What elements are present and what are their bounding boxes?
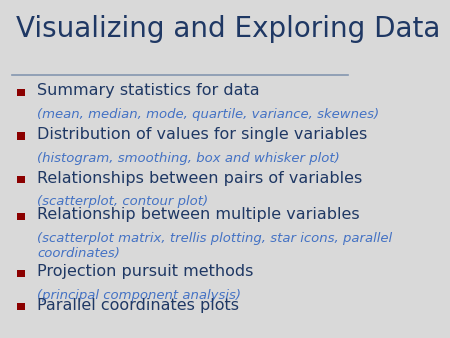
- Text: (mean, median, mode, quartile, variance, skewnes): (mean, median, mode, quartile, variance,…: [37, 108, 379, 121]
- FancyBboxPatch shape: [17, 303, 25, 311]
- Text: (scatterplot matrix, trellis plotting, star icons, parallel
coordinates): (scatterplot matrix, trellis plotting, s…: [37, 232, 392, 260]
- Text: Visualizing and Exploring Data: Visualizing and Exploring Data: [16, 15, 440, 43]
- FancyBboxPatch shape: [17, 213, 25, 220]
- Text: (histogram, smoothing, box and whisker plot): (histogram, smoothing, box and whisker p…: [37, 151, 340, 165]
- FancyBboxPatch shape: [17, 132, 25, 140]
- Text: Projection pursuit methods: Projection pursuit methods: [37, 264, 253, 280]
- FancyBboxPatch shape: [17, 89, 25, 96]
- Text: Relationships between pairs of variables: Relationships between pairs of variables: [37, 171, 362, 186]
- Text: Relationship between multiple variables: Relationship between multiple variables: [37, 208, 360, 222]
- Text: (principal component analysis): (principal component analysis): [37, 289, 241, 302]
- FancyBboxPatch shape: [17, 176, 25, 183]
- Text: Parallel coordinates plots: Parallel coordinates plots: [37, 298, 239, 313]
- Text: Distribution of values for single variables: Distribution of values for single variab…: [37, 127, 367, 142]
- Text: Summary statistics for data: Summary statistics for data: [37, 83, 260, 98]
- FancyBboxPatch shape: [17, 270, 25, 277]
- Text: (scatterplot, contour plot): (scatterplot, contour plot): [37, 195, 208, 208]
